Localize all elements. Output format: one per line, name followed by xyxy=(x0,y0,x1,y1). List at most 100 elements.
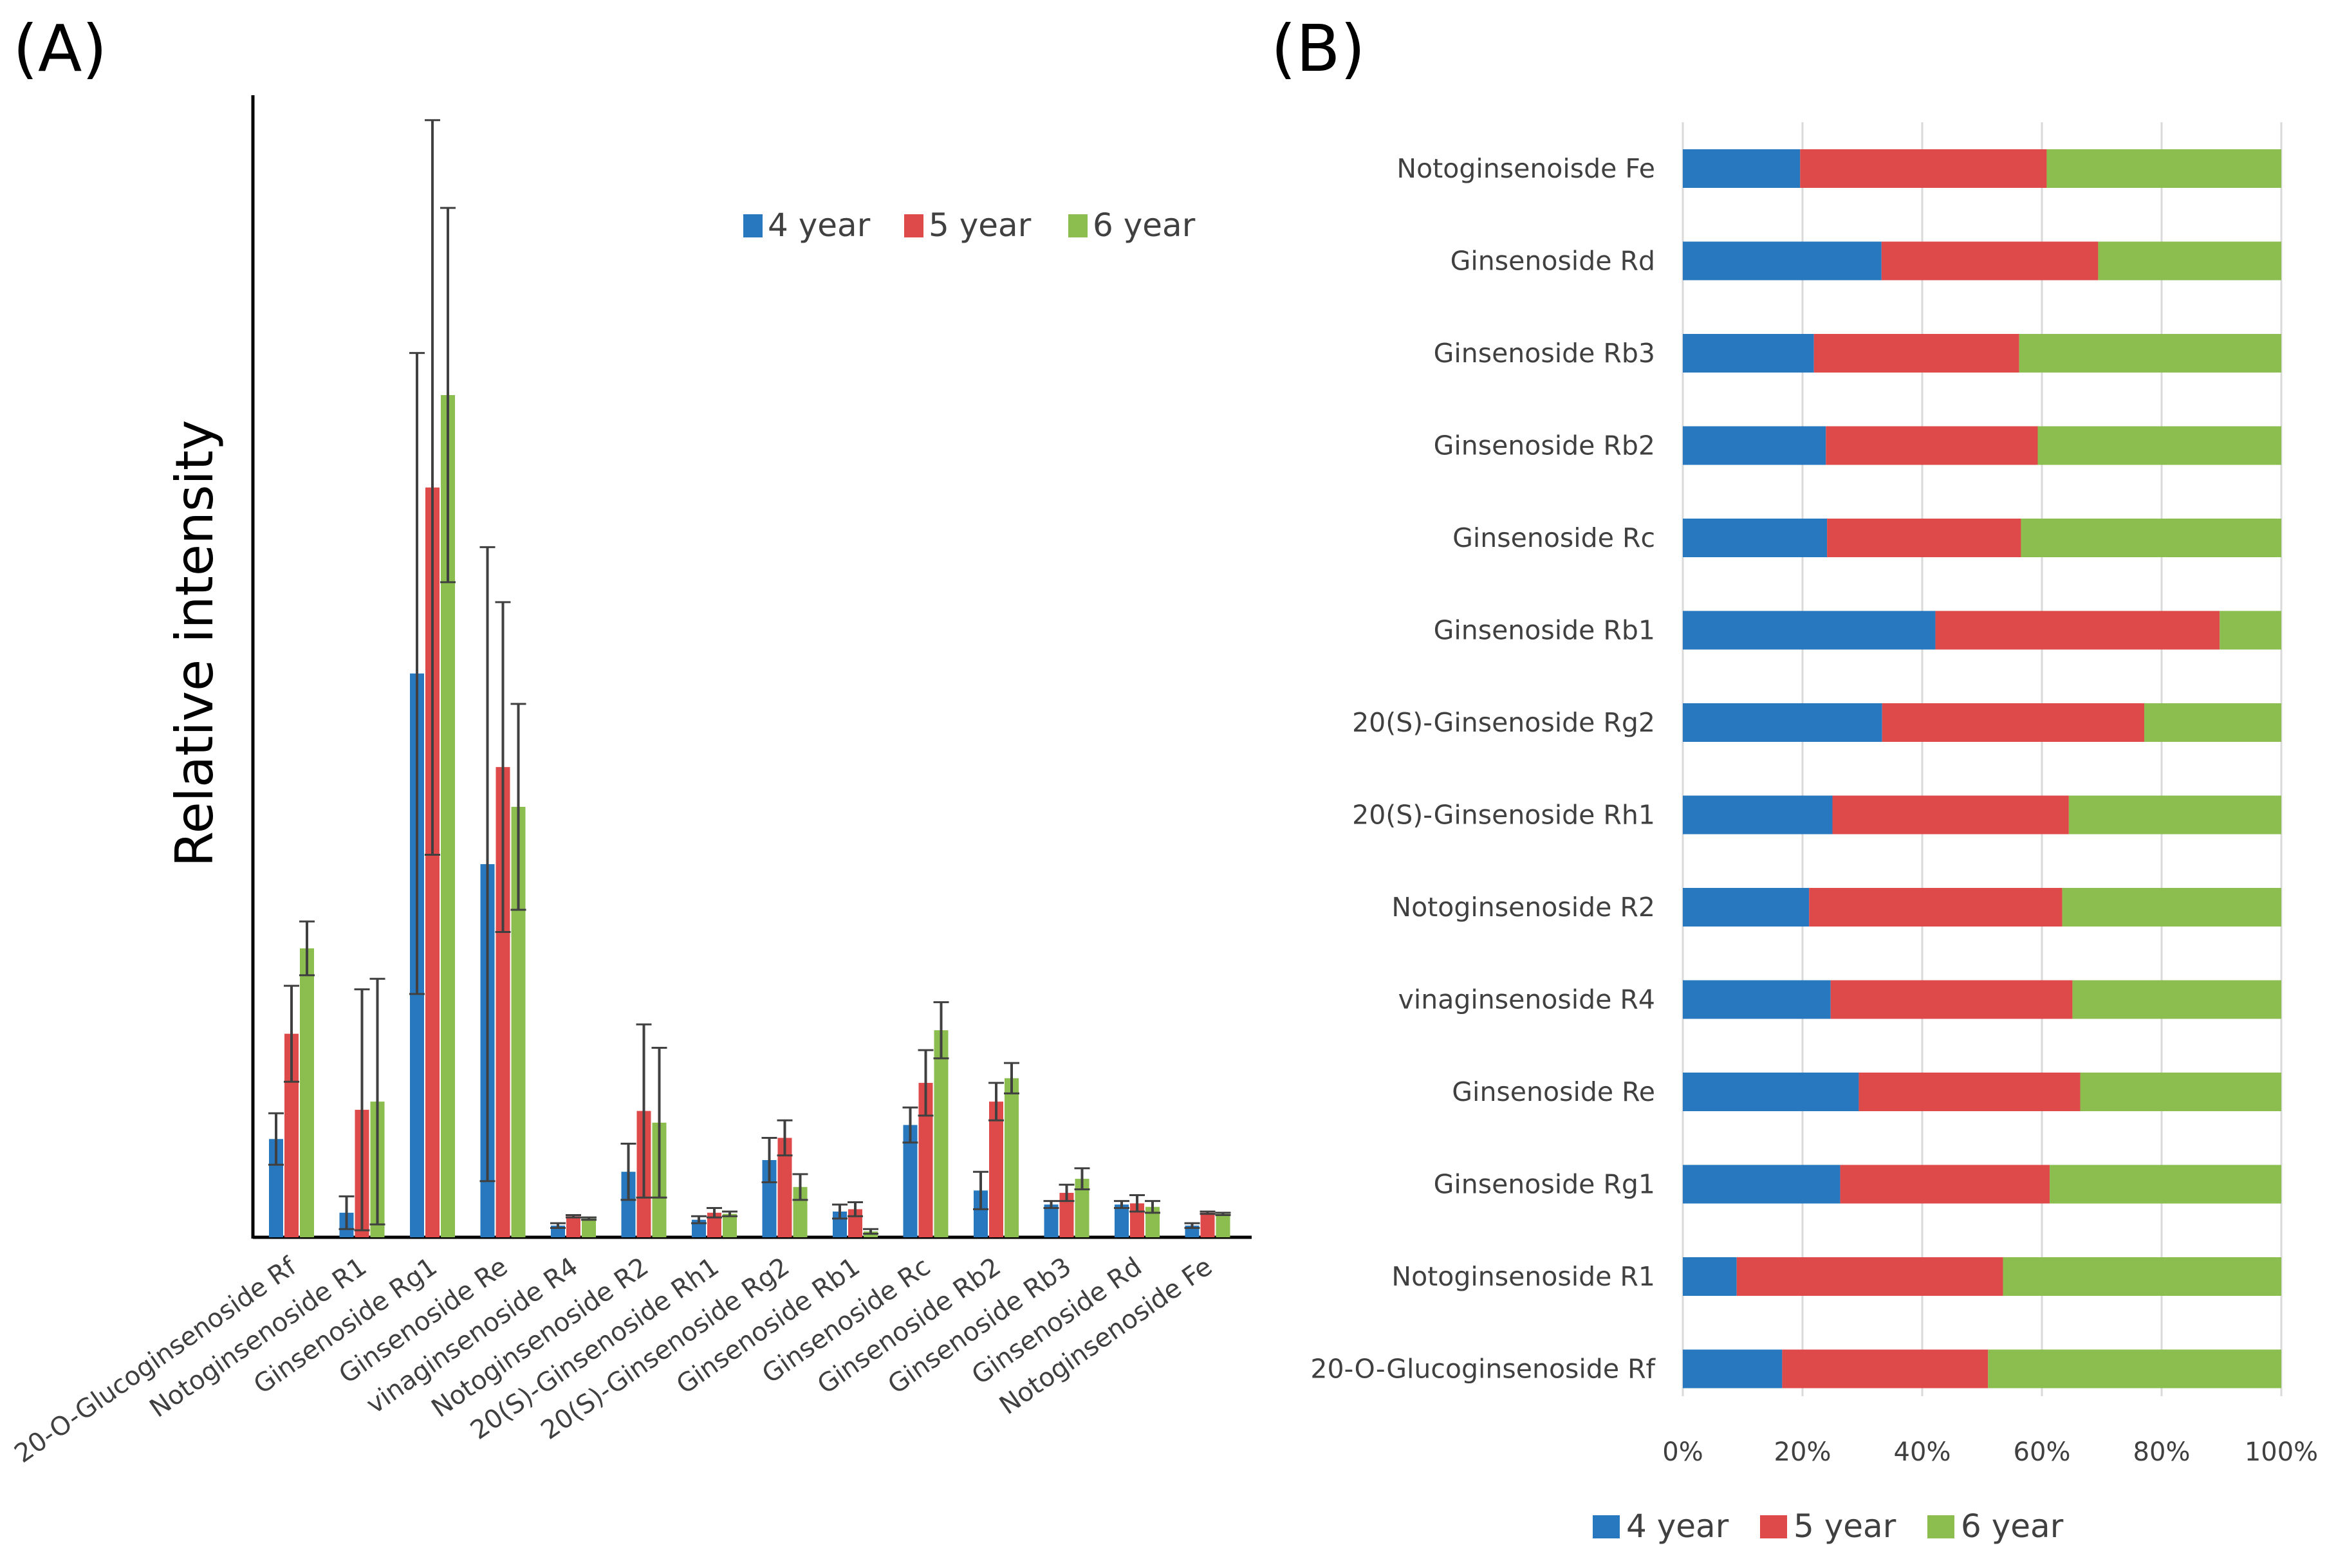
chart-a: Relative intensity 20-O-Glucoginsenoside… xyxy=(9,95,1252,1469)
legend-b-swatch-4-year xyxy=(1593,1515,1620,1538)
bar-b-ginsenoside-rg1-4-year xyxy=(1683,1165,1840,1204)
bar-a-20-s-ginsenoside-rh1-5-year xyxy=(707,1212,721,1237)
bar-b-20-s-ginsenoside-rg2-4-year xyxy=(1683,703,1882,742)
category-b-ginsenoside-re: Ginsenoside Re xyxy=(1452,1076,1655,1107)
legend-b-item-5-year: 5 year xyxy=(1760,1508,1896,1545)
bar-a-ginsenoside-re-6-year xyxy=(511,806,526,1237)
error-bar-a-20-s-ginsenoside-rg2-5-year xyxy=(777,1119,793,1157)
error-bar-a-vinaginsenoside-r4-4-year xyxy=(550,1222,566,1229)
legend-a-label-6-year: 6 year xyxy=(1093,207,1196,244)
error-bar-a-notoginsenoside-fe-4-year xyxy=(1184,1222,1200,1229)
bar-b-notoginsenoside-r2-6-year xyxy=(2062,888,2281,927)
chart-a-legend: 4 year 5 year 6 year xyxy=(743,207,1196,244)
error-bar-a-ginsenoside-rg1-4-year xyxy=(409,352,425,995)
bar-b-ginsenoside-rb2-4-year xyxy=(1683,426,1826,465)
bar-b-ginsenoside-rd-5-year xyxy=(1881,241,2099,281)
error-bar-a-ginsenoside-rb3-5-year xyxy=(1059,1183,1075,1203)
legend-a-item-6-year: 6 year xyxy=(1068,207,1196,244)
legend-b-label-5-year: 5 year xyxy=(1794,1508,1896,1545)
chart-b: Notoginsenoisde Fe Ginsenoside Rd Ginsenos… xyxy=(1310,122,2318,1545)
chart-a-axes xyxy=(251,95,1252,1239)
legend-b-label-6-year: 6 year xyxy=(1961,1508,2064,1545)
bar-b-ginsenoside-rd-4-year xyxy=(1683,241,1882,281)
error-bar-a-ginsenoside-rb1-5-year xyxy=(848,1201,863,1217)
bar-b-vinaginsenoside-r4-5-year xyxy=(1830,980,2073,1019)
error-bar-a-20-s-ginsenoside-rg2-4-year xyxy=(761,1136,777,1184)
error-bar-a-notoginsenoside-r2-6-year xyxy=(651,1046,667,1199)
bar-b-ginsenoside-rg1-5-year xyxy=(1840,1165,2050,1204)
x-tick-b-5: 100% xyxy=(2245,1437,2318,1467)
legend-a-label-4-year: 4 year xyxy=(768,207,871,244)
error-bar-a-notoginsenoside-r1-5-year xyxy=(354,988,370,1231)
chart-b-legend: 4 year 5 year 6 year xyxy=(1593,1508,2064,1545)
legend-a-swatch-6-year xyxy=(1068,214,1088,237)
bar-b-20-s-ginsenoside-rh1-5-year xyxy=(1832,795,2069,835)
category-b-ginsenoside-rb3: Ginsenoside Rb3 xyxy=(1434,338,1655,369)
bar-b-ginsenoside-re-6-year xyxy=(2080,1073,2281,1111)
bar-a-20-s-ginsenoside-rg2-5-year xyxy=(777,1138,792,1237)
category-b-notoginsenoside-r1: Notoginsenoside R1 xyxy=(1391,1261,1655,1292)
error-bar-a-20-s-ginsenoside-rh1-5-year xyxy=(707,1207,722,1219)
panel-a-label: (A) xyxy=(13,11,107,86)
bar-a-20-s-ginsenoside-rg2-4-year xyxy=(762,1160,777,1237)
bar-b-vinaginsenoside-r4-6-year xyxy=(2072,980,2281,1019)
chart-b-x-tick-labels: 0% 20% 40% 60% 80% 100% xyxy=(1662,1437,2318,1467)
error-bar-a-ginsenoside-rb3-6-year xyxy=(1074,1167,1090,1190)
legend-b-item-6-year: 6 year xyxy=(1927,1508,2064,1545)
bar-b-ginsenoside-rg1-6-year xyxy=(2050,1165,2281,1204)
bar-b-ginsenoside-rb2-5-year xyxy=(1826,426,2038,465)
chart-b-category-labels: Notoginsenoisde Fe Ginsenoside Rd Ginsenos… xyxy=(1310,153,1656,1385)
bar-b-notoginsenoside-r2-4-year xyxy=(1683,888,1810,927)
bar-b-ginsenoside-rc-6-year xyxy=(2021,519,2281,557)
x-tick-b-0: 0% xyxy=(1662,1437,1703,1467)
error-bar-a-notoginsenoside-r2-4-year xyxy=(620,1143,636,1201)
error-bar-a-ginsenoside-rb2-4-year xyxy=(973,1170,988,1210)
bar-b-ginsenoside-rb2-6-year xyxy=(2037,426,2281,465)
error-bar-a-20-s-ginsenoside-rh1-6-year xyxy=(722,1210,737,1217)
bar-a-20-s-ginsenoside-rh1-6-year xyxy=(723,1213,737,1237)
error-bar-a-ginsenoside-rb1-4-year xyxy=(832,1203,848,1220)
bar-a-notoginsenoside-fe-5-year xyxy=(1200,1212,1215,1237)
bar-b-vinaginsenoside-r4-4-year xyxy=(1683,980,1831,1019)
bar-b-ginsenoside-rb1-5-year xyxy=(1935,611,2220,650)
bar-b-ginsenoside-rd-6-year xyxy=(2098,241,2281,281)
bar-a-vinaginsenoside-r4-5-year xyxy=(566,1216,580,1237)
error-bar-a-ginsenoside-re-6-year xyxy=(510,703,526,911)
x-tick-b-4: 80% xyxy=(2133,1437,2191,1467)
error-bar-a-ginsenoside-rg1-6-year xyxy=(440,207,456,584)
chart-b-gridlines xyxy=(1682,122,2283,1396)
error-bar-a-vinaginsenoside-r4-5-year xyxy=(566,1213,581,1219)
chart-a-error-bars xyxy=(268,119,1231,1235)
error-bar-a-20-o-glucoginsenoside-rf-4-year xyxy=(268,1112,284,1166)
legend-b-item-4-year: 4 year xyxy=(1593,1508,1729,1545)
error-bar-a-notoginsenoside-r1-4-year xyxy=(338,1195,355,1230)
bar-b-ginsenoside-rc-4-year xyxy=(1683,519,1828,557)
x-tick-b-3: 60% xyxy=(2014,1437,2071,1467)
error-bar-a-ginsenoside-rd-4-year xyxy=(1114,1200,1129,1210)
error-bar-a-ginsenoside-re-4-year xyxy=(479,546,496,1183)
error-bar-a-notoginsenoside-fe-6-year xyxy=(1215,1212,1231,1216)
category-b-20-s-ginsenoside-rg2: 20(S)-Ginsenoside Rg2 xyxy=(1352,707,1655,738)
bar-a-ginsenoside-rd-6-year xyxy=(1145,1206,1160,1237)
bar-a-20-o-glucoginsenoside-rf-4-year xyxy=(269,1139,283,1237)
bar-a-ginsenoside-rc-6-year xyxy=(934,1030,949,1237)
error-bar-a-ginsenoside-rg1-5-year xyxy=(425,119,440,856)
bar-a-vinaginsenoside-r4-6-year xyxy=(582,1218,596,1237)
bar-b-ginsenoside-rc-5-year xyxy=(1827,519,2021,557)
bar-b-20-s-ginsenoside-rh1-4-year xyxy=(1683,795,1833,835)
bar-b-notoginsenoisde-fe-6-year xyxy=(2046,149,2281,188)
error-bar-a-ginsenoside-rb3-4-year xyxy=(1043,1200,1059,1210)
error-bar-a-ginsenoside-rb2-5-year xyxy=(988,1082,1004,1121)
category-b-ginsenoside-rg1: Ginsenoside Rg1 xyxy=(1434,1169,1655,1200)
bar-a-ginsenoside-rg1-5-year xyxy=(425,487,440,1237)
chart-a-ylabel: Relative intensity xyxy=(165,420,225,867)
error-bar-a-ginsenoside-rc-4-year xyxy=(902,1106,918,1144)
category-b-vinaginsenoside-r4: vinaginsenoside R4 xyxy=(1398,984,1655,1015)
error-bar-a-ginsenoside-rb2-6-year xyxy=(1004,1062,1019,1094)
error-bar-a-ginsenoside-rc-5-year xyxy=(918,1049,934,1117)
error-bar-a-notoginsenoside-fe-5-year xyxy=(1200,1210,1216,1215)
bar-b-notoginsenoside-r1-6-year xyxy=(2003,1257,2281,1296)
bar-a-ginsenoside-rb2-5-year xyxy=(989,1102,1003,1237)
bar-a-ginsenoside-rb3-6-year xyxy=(1075,1179,1089,1237)
